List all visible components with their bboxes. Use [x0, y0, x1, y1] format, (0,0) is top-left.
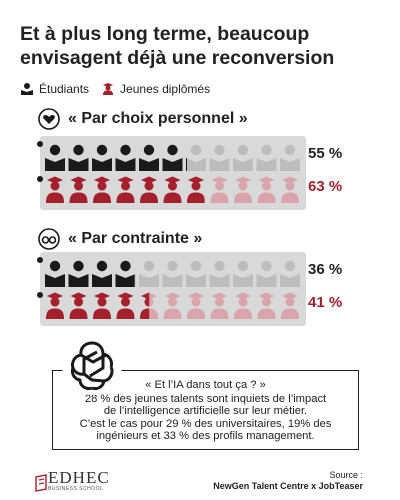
- graduate-figure: [210, 176, 229, 203]
- student-figure: [256, 144, 277, 171]
- student-figure: [233, 260, 253, 287]
- legend-students: Étudiants: [20, 82, 89, 96]
- source-note: Source : NewGen Talent Centre x JobTease…: [213, 470, 363, 492]
- graduate-figure: [281, 176, 299, 203]
- graduate-figure: [140, 176, 158, 203]
- graduate-figure: [187, 292, 205, 319]
- students-percentage: 55 %: [308, 145, 343, 162]
- students-pictogram-row: [44, 142, 302, 172]
- student-figure: [162, 260, 183, 287]
- graduate-figure: [93, 292, 111, 319]
- students-pictogram: [45, 260, 300, 287]
- student-figure: [68, 260, 89, 287]
- student-figure: [139, 260, 159, 287]
- graduate-figure: [257, 292, 276, 319]
- edhec-logo: EDHEC BUSINESS SCHOOL: [34, 468, 110, 492]
- graduate-figure: [257, 176, 276, 203]
- student-figure: [280, 144, 300, 171]
- panel-bullet: [37, 141, 43, 147]
- graduates-pictogram-row: [44, 174, 302, 204]
- student-figure: [233, 144, 253, 171]
- students-pictogram: [45, 144, 300, 171]
- section-heading-label: « Par contrainte »: [68, 230, 203, 247]
- graduate-figure: [140, 292, 158, 319]
- graduate-figure: [69, 292, 88, 319]
- graduate-figure: [46, 292, 64, 319]
- ai-text-line: C’est le cas pour 29 % des universitaire…: [79, 417, 332, 430]
- student-figure: [92, 260, 112, 287]
- graduate-icon: [103, 83, 114, 95]
- section-heading-constraint: « Par contrainte »: [38, 228, 202, 250]
- handcuffs-icon: [38, 228, 60, 250]
- student-figure: [256, 260, 277, 287]
- section-heading-personal: « Par choix personnel »: [38, 108, 248, 130]
- graduate-figure: [210, 292, 229, 319]
- graduate-figure: [163, 176, 182, 203]
- heart-icon: [38, 108, 60, 130]
- graduate-figure: [234, 292, 252, 319]
- ai-text-line: ingénieurs et 33 % des profils managemen…: [96, 430, 315, 443]
- student-figure: [162, 144, 183, 171]
- graduate-figure: [46, 176, 64, 203]
- graduates-percentage: 63 %: [308, 178, 343, 195]
- graduates-pictogram: [46, 176, 299, 203]
- pictogram-panel-personal: [40, 136, 306, 210]
- source-label: Source :: [329, 470, 363, 480]
- student-figure: [139, 144, 159, 171]
- student-figure: [186, 260, 206, 287]
- student-figure: [45, 144, 65, 171]
- legend-graduates-label: Jeunes diplômés: [120, 82, 211, 96]
- graduates-percentage: 41 %: [308, 294, 343, 311]
- graduate-figure: [281, 292, 299, 319]
- student-figure: [186, 144, 206, 171]
- student-figure: [115, 144, 136, 171]
- graduate-figure: [234, 176, 252, 203]
- graduate-figure: [93, 176, 111, 203]
- legend-students-label: Étudiants: [39, 82, 90, 96]
- student-figure: [209, 144, 230, 171]
- students-percentage: 36 %: [308, 261, 343, 278]
- graduates-pictogram-row: [44, 290, 302, 320]
- ai-text-line: de l’intelligence artificielle sur leur …: [103, 405, 308, 418]
- student-figure: [45, 260, 65, 287]
- ai-question: « Et l’IA dans tout ça ? »: [145, 379, 266, 391]
- edhec-brand: EDHEC: [48, 468, 110, 487]
- edhec-brand-sub: BUSINESS SCHOOL: [48, 486, 104, 492]
- graduate-figure: [69, 176, 88, 203]
- student-reader-icon: [21, 83, 33, 95]
- infographic-title: Et à plus long terme, beaucoup envisagen…: [20, 23, 335, 69]
- panel-bullet: [37, 176, 43, 182]
- graduate-figure: [163, 292, 182, 319]
- students-pictogram-row: [44, 258, 302, 288]
- student-figure: [115, 260, 136, 287]
- student-figure: [92, 144, 112, 171]
- legend: Étudiants Jeunes diplômés: [20, 82, 222, 96]
- panel-bullet: [37, 257, 43, 263]
- source-value: NewGen Talent Centre x JobTeaser: [213, 481, 363, 491]
- ai-text-line: 28 % des jeunes talents sont inquiets de…: [84, 392, 327, 405]
- section-heading-label: « Par choix personnel »: [68, 110, 248, 127]
- student-figure: [280, 260, 300, 287]
- ai-logo-icon: [62, 335, 122, 395]
- student-figure: [209, 260, 230, 287]
- legend-graduates: Jeunes diplômés: [101, 82, 210, 96]
- graduate-figure: [116, 176, 135, 203]
- graduate-figure: [116, 292, 135, 319]
- pictogram-panel-constraint: [40, 252, 306, 326]
- graduate-figure: [187, 176, 205, 203]
- graduates-pictogram: [46, 292, 299, 319]
- student-figure: [68, 144, 89, 171]
- edhec-emblem-icon: [35, 474, 47, 492]
- panel-bullet: [37, 292, 43, 298]
